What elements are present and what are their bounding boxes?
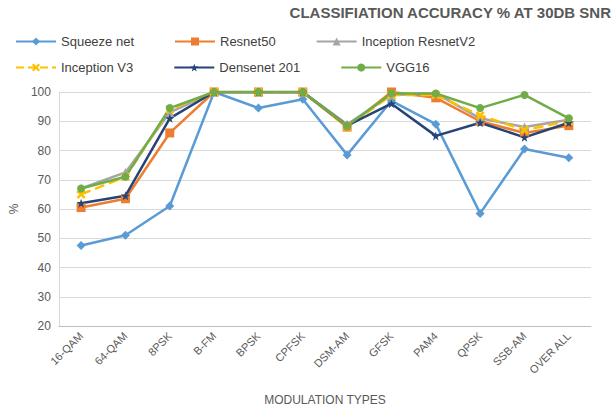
svg-text:90: 90 [38, 114, 52, 128]
svg-text:QPSK: QPSK [454, 329, 485, 360]
svg-text:20: 20 [38, 319, 52, 333]
svg-text:PAM4: PAM4 [411, 330, 440, 359]
svg-text:CPFSK: CPFSK [273, 329, 308, 364]
svg-text:Squeeze net: Squeeze net [61, 34, 134, 49]
svg-text:40: 40 [38, 261, 52, 275]
svg-text:Densenet 201: Densenet 201 [219, 60, 300, 75]
svg-text:80: 80 [38, 144, 52, 158]
svg-text:MODULATION TYPES: MODULATION TYPES [264, 393, 386, 407]
svg-text:16-QAM: 16-QAM [48, 330, 85, 367]
svg-text:Inception ResnetV2: Inception ResnetV2 [362, 34, 475, 49]
svg-text:BPSK: BPSK [233, 329, 263, 359]
svg-text:70: 70 [38, 173, 52, 187]
svg-text:30: 30 [38, 290, 52, 304]
svg-text:60: 60 [38, 202, 52, 216]
svg-text:64-QAM: 64-QAM [92, 330, 129, 367]
svg-text:OVER ALL: OVER ALL [527, 330, 573, 376]
svg-text:B-FM: B-FM [191, 330, 218, 357]
svg-text:CLASSIFIATION ACCURACY % AT 30: CLASSIFIATION ACCURACY % AT 30DB SNR [290, 4, 612, 21]
svg-text:GFSK: GFSK [366, 329, 396, 359]
svg-text:100: 100 [31, 85, 51, 99]
svg-text:%: % [7, 203, 21, 214]
svg-text:SSB-AM: SSB-AM [490, 330, 528, 368]
svg-text:50: 50 [38, 231, 52, 245]
svg-text:VGG16: VGG16 [386, 60, 429, 75]
svg-text:8PSK: 8PSK [146, 329, 175, 358]
svg-text:Inception V3: Inception V3 [61, 60, 133, 75]
svg-text:Resnet50: Resnet50 [220, 34, 276, 49]
svg-text:DSM-AM: DSM-AM [311, 330, 351, 370]
